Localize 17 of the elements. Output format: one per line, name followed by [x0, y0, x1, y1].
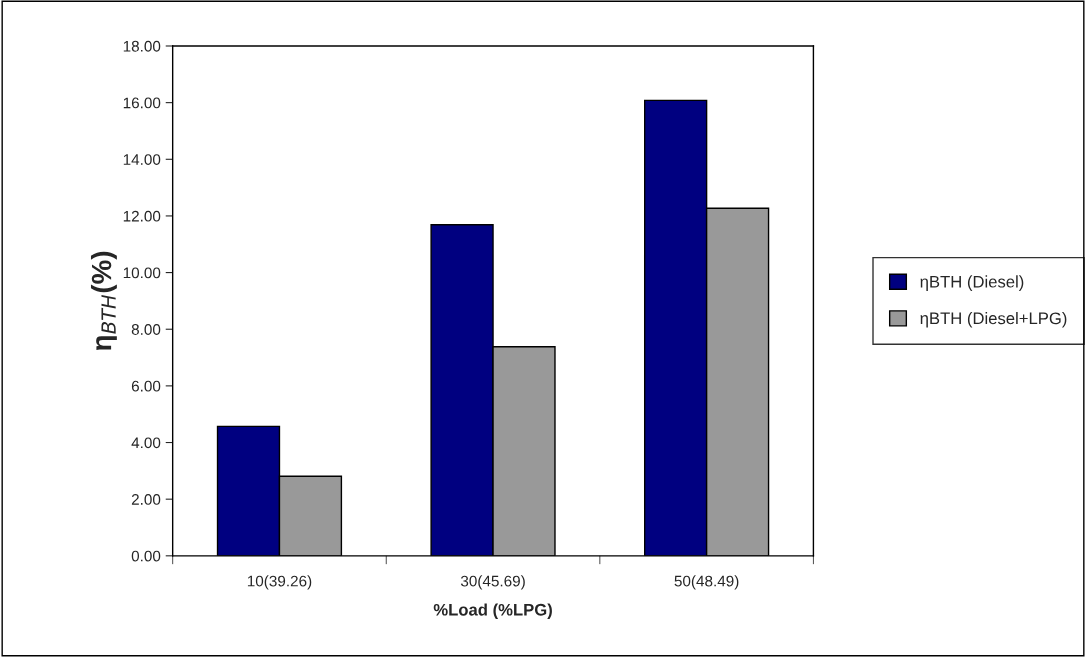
- y-axis-title: η$_{BTH}$(%): [90, 251, 117, 351]
- y-tick-label: 12.00: [123, 210, 161, 222]
- y-tick-label: 18.00: [123, 40, 161, 52]
- x-tick-label: 30(45.69): [460, 575, 525, 590]
- y-tick-label: 6.00: [131, 380, 161, 392]
- y-tick-label: 4.00: [131, 437, 161, 449]
- y-tick-label: 8.00: [131, 324, 161, 335]
- y-tick-label: 14.00: [123, 154, 161, 165]
- legend-label: ηBTH (Diesel): [920, 275, 1024, 291]
- legend-label: ηBTH (Diesel+LPG): [920, 311, 1067, 328]
- y-tick-label: 16.00: [123, 97, 161, 109]
- y-tick-label: 2.00: [131, 494, 161, 505]
- y-tick-label: 0.00: [131, 550, 161, 562]
- x-axis-title: %Load (%LPG): [433, 603, 552, 619]
- y-tick-label: 10.00: [123, 267, 161, 279]
- x-tick-label: 10(39.26): [247, 575, 312, 590]
- x-tick-label: 50(48.49): [674, 575, 739, 590]
